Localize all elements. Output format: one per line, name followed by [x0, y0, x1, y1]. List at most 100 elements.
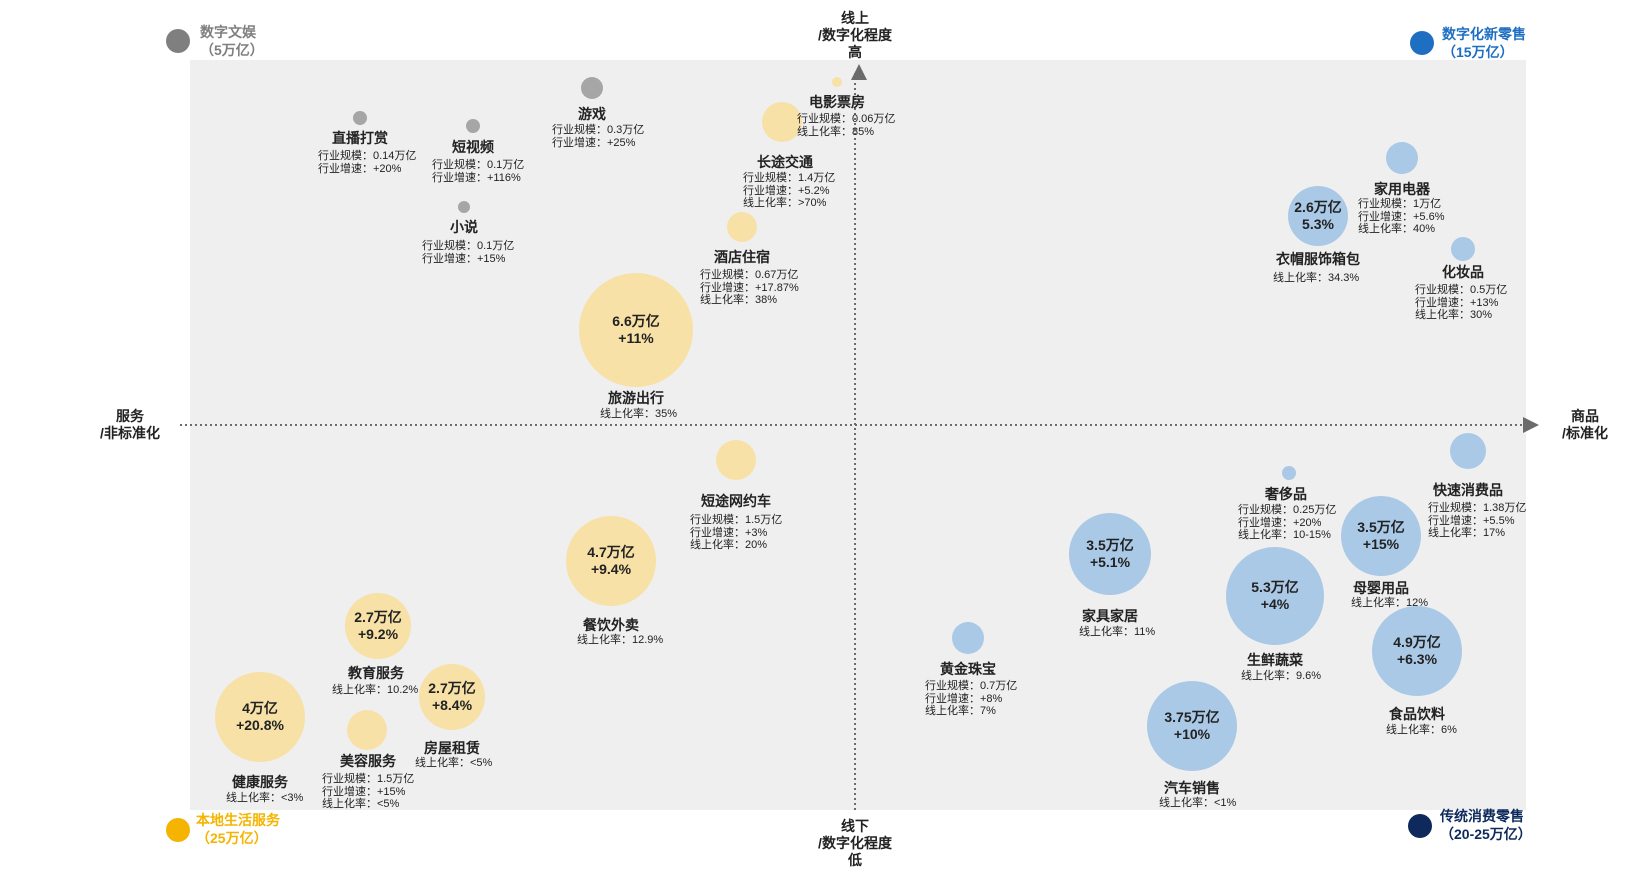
bubble-yimao	[1288, 186, 1348, 246]
axis-left-label: 服务 /非标准化	[100, 408, 160, 441]
bubble-jiaju	[1069, 513, 1151, 595]
bubble-jiayong	[1386, 142, 1418, 174]
stats-qiche: 线上化率：<1%	[1159, 797, 1237, 809]
bubble-value-jiankang: 4万亿 +20.8%	[236, 700, 284, 733]
bubble-canyin	[566, 516, 656, 606]
stats-changtu: 行业规模：1.4万亿 行业增速：+5.2% 线上化率：>70%	[743, 172, 836, 210]
label-shengxian: 生鲜蔬菜	[1247, 652, 1303, 668]
bubble-dianying	[832, 77, 842, 87]
label-dianying: 电影票房	[809, 94, 865, 110]
label-huangjin: 黄金珠宝	[940, 661, 996, 677]
bubble-value-yimao: 2.6万亿 5.3%	[1294, 199, 1342, 232]
stats-muying: 线上化率：12%	[1351, 597, 1429, 609]
label-shechi: 奢侈品	[1265, 486, 1307, 502]
label-meirong: 美容服务	[340, 753, 396, 769]
stats-huazhuang: 行业规模：0.5万亿 行业增速：+13% 线上化率：30%	[1415, 284, 1508, 322]
plot-background	[190, 60, 1526, 810]
stats-jiudian: 行业规模：0.67万亿 行业增速：+17.87% 线上化率：38%	[700, 269, 799, 307]
label-huazhuang: 化妆品	[1442, 264, 1484, 280]
stats-shengxian: 线上化率：9.6%	[1241, 670, 1322, 682]
label-muying: 母婴用品	[1353, 580, 1409, 596]
label-kuaisu: 快速消费品	[1433, 482, 1503, 498]
bubble-shechi	[1282, 466, 1296, 480]
bubble-value-lvyou: 6.6万亿 +11%	[612, 313, 660, 346]
bubble-shipin	[1372, 606, 1462, 696]
label-yimao: 衣帽服饰箱包	[1276, 251, 1360, 267]
stats-huangjin: 行业规模：0.7万亿 行业增速：+8% 线上化率：7%	[925, 680, 1018, 718]
label-lvyou: 旅游出行	[608, 390, 664, 406]
bubble-huangjin	[952, 622, 984, 654]
label-duanshipin: 短视频	[452, 139, 494, 155]
legend-dot-new-retail	[1410, 31, 1434, 55]
label-canyin: 餐饮外卖	[583, 617, 639, 633]
stats-shipin: 线上化率：6%	[1386, 724, 1457, 736]
bubble-qiche	[1147, 681, 1237, 771]
legend-dot-local-services	[166, 818, 190, 842]
bubble-value-canyin: 4.7万亿 +9.4%	[587, 544, 635, 577]
stats-jiaoyu: 线上化率：10.2%	[332, 684, 419, 696]
stats-fangwu: 线上化率：<5%	[415, 757, 493, 769]
label-jiaju: 家具家居	[1082, 608, 1138, 624]
label-jiaoyu: 教育服务	[348, 665, 404, 681]
bubble-value-shipin: 4.9万亿 +6.3%	[1393, 634, 1441, 667]
bubble-jiankang	[215, 672, 305, 762]
stats-duanshipin: 行业规模：0.1万亿 行业增速：+116%	[432, 159, 525, 184]
bubble-xiaoshuo	[458, 201, 470, 213]
label-shipin: 食品饮料	[1389, 706, 1445, 722]
axis-top-label: 线上 /数字化程度 高	[818, 10, 892, 60]
bubble-duanshipin	[466, 119, 480, 133]
stats-lvyou: 线上化率：35%	[600, 408, 678, 420]
stats-jiaju: 线上化率：11%	[1079, 626, 1156, 638]
legend-local-services: 本地生活服务 （25万亿）	[196, 812, 280, 846]
label-jiankang: 健康服务	[232, 774, 288, 790]
bubble-jiudian	[727, 212, 757, 242]
bubble-value-qiche: 3.75万亿 +10%	[1164, 709, 1220, 742]
label-xiaoshuo: 小说	[450, 219, 478, 235]
bubble-lvyou	[579, 273, 693, 387]
bubble-shengxian	[1226, 547, 1324, 645]
stats-canyin: 线上化率：12.9%	[577, 634, 664, 646]
bubble-value-muying: 3.5万亿 +15%	[1357, 519, 1405, 552]
stats-xiaoshuo: 行业规模：0.1万亿 行业增速：+15%	[422, 240, 515, 265]
label-fangwu: 房屋租赁	[424, 740, 480, 756]
stats-dianying: 行业规模：0.06万亿 线上化率：85%	[797, 113, 896, 138]
bubble-jiaoyu	[345, 593, 411, 659]
legend-new-retail: 数字化新零售 （15万亿）	[1442, 26, 1526, 60]
bubble-youxi	[581, 77, 603, 99]
stats-youxi: 行业规模：0.3万亿 行业增速：+25%	[552, 124, 645, 149]
bubble-fangwu	[419, 664, 485, 730]
bubble-value-shengxian: 5.3万亿 +4%	[1251, 579, 1299, 612]
label-jiudian: 酒店住宿	[714, 249, 770, 265]
stats-kuaisu: 行业规模：1.38万亿 行业增速：+5.5% 线上化率：17%	[1428, 502, 1527, 540]
label-youxi: 游戏	[578, 106, 606, 122]
stats-jiayong: 行业规模：1万亿 行业增速：+5.6% 线上化率：40%	[1358, 198, 1445, 236]
axis-bottom-label: 线下 /数字化程度 低	[818, 818, 892, 868]
stats-yimao: 线上化率：34.3%	[1273, 272, 1360, 284]
label-changtu: 长途交通	[757, 154, 813, 170]
bubble-value-jiaoyu: 2.7万亿 +9.2%	[354, 609, 402, 642]
bubble-meirong	[347, 710, 387, 750]
label-qiche: 汽车销售	[1164, 780, 1220, 796]
stats-zhibo: 行业规模：0.14万亿 行业增速：+20%	[318, 150, 417, 175]
bubble-muying	[1341, 496, 1421, 576]
bubble-value-jiaju: 3.5万亿 +5.1%	[1086, 537, 1134, 570]
bubble-duantu	[716, 440, 756, 480]
legend-digital-entertainment: 数字文娱 （5万亿）	[200, 24, 264, 58]
legend-dot-digital-entertainment	[166, 29, 190, 53]
stats-duantu: 行业规模：1.5万亿 行业增速：+3% 线上化率：20%	[690, 514, 783, 552]
bubble-huazhuang	[1451, 237, 1475, 261]
stats-shechi: 行业规模：0.25万亿 行业增速：+20% 线上化率：10-15%	[1238, 504, 1337, 542]
legend-dot-traditional-retail	[1408, 814, 1432, 838]
bubble-kuaisu	[1450, 433, 1486, 469]
stats-jiankang: 线上化率：<3%	[226, 792, 304, 804]
legend-traditional-retail: 传统消费零售 （20-25万亿）	[1440, 808, 1532, 842]
stats-meirong: 行业规模：1.5万亿 行业增速：+15% 线上化率：<5%	[322, 773, 415, 811]
label-jiayong: 家用电器	[1374, 181, 1430, 197]
bubble-changtu	[762, 102, 802, 142]
label-zhibo: 直播打赏	[332, 130, 388, 146]
label-duantu: 短途网约车	[701, 493, 771, 509]
bubble-value-fangwu: 2.7万亿 +8.4%	[428, 680, 476, 713]
axis-right-label: 商品 /标准化	[1562, 408, 1608, 441]
bubble-zhibo	[353, 111, 367, 125]
